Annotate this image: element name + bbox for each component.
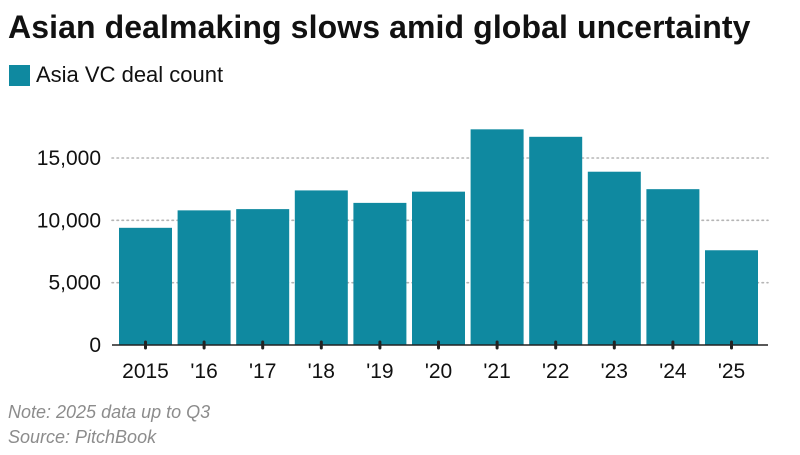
x-tick-label: '20 <box>425 360 452 383</box>
bar <box>353 202 407 345</box>
bar <box>529 136 583 345</box>
x-tick-label: '22 <box>542 360 569 383</box>
y-tick-label: 0 <box>89 334 101 357</box>
x-tick-label: '24 <box>659 360 687 383</box>
legend-swatch <box>9 64 30 86</box>
footnote-note: Note: 2025 data up to Q3 <box>8 402 211 422</box>
x-tick-label: '25 <box>718 360 745 383</box>
bar <box>294 190 348 345</box>
legend-label: Asia VC deal count <box>36 62 224 87</box>
x-tick-label: '16 <box>190 360 217 383</box>
y-tick-label: 10,000 <box>37 209 101 232</box>
bar <box>646 189 700 345</box>
y-tick-label: 15,000 <box>37 147 101 170</box>
bar <box>177 210 231 345</box>
bar <box>587 171 641 345</box>
chart-title: Asian dealmaking slows amid global uncer… <box>8 9 751 45</box>
bar <box>412 191 465 345</box>
bar <box>119 227 172 345</box>
x-tick-label: '23 <box>601 360 628 383</box>
x-tick-label: 2015 <box>122 360 169 383</box>
x-tick-label: '18 <box>308 360 335 383</box>
footnote-source: Source: PitchBook <box>8 427 157 447</box>
bar <box>705 250 758 345</box>
x-tick-label: '21 <box>483 360 510 383</box>
bar <box>236 209 290 345</box>
y-tick-label: 5,000 <box>48 272 101 295</box>
bar <box>470 129 524 345</box>
legend: Asia VC deal count <box>9 62 223 88</box>
x-tick-label: '17 <box>249 360 276 383</box>
x-tick-label: '19 <box>366 360 393 383</box>
